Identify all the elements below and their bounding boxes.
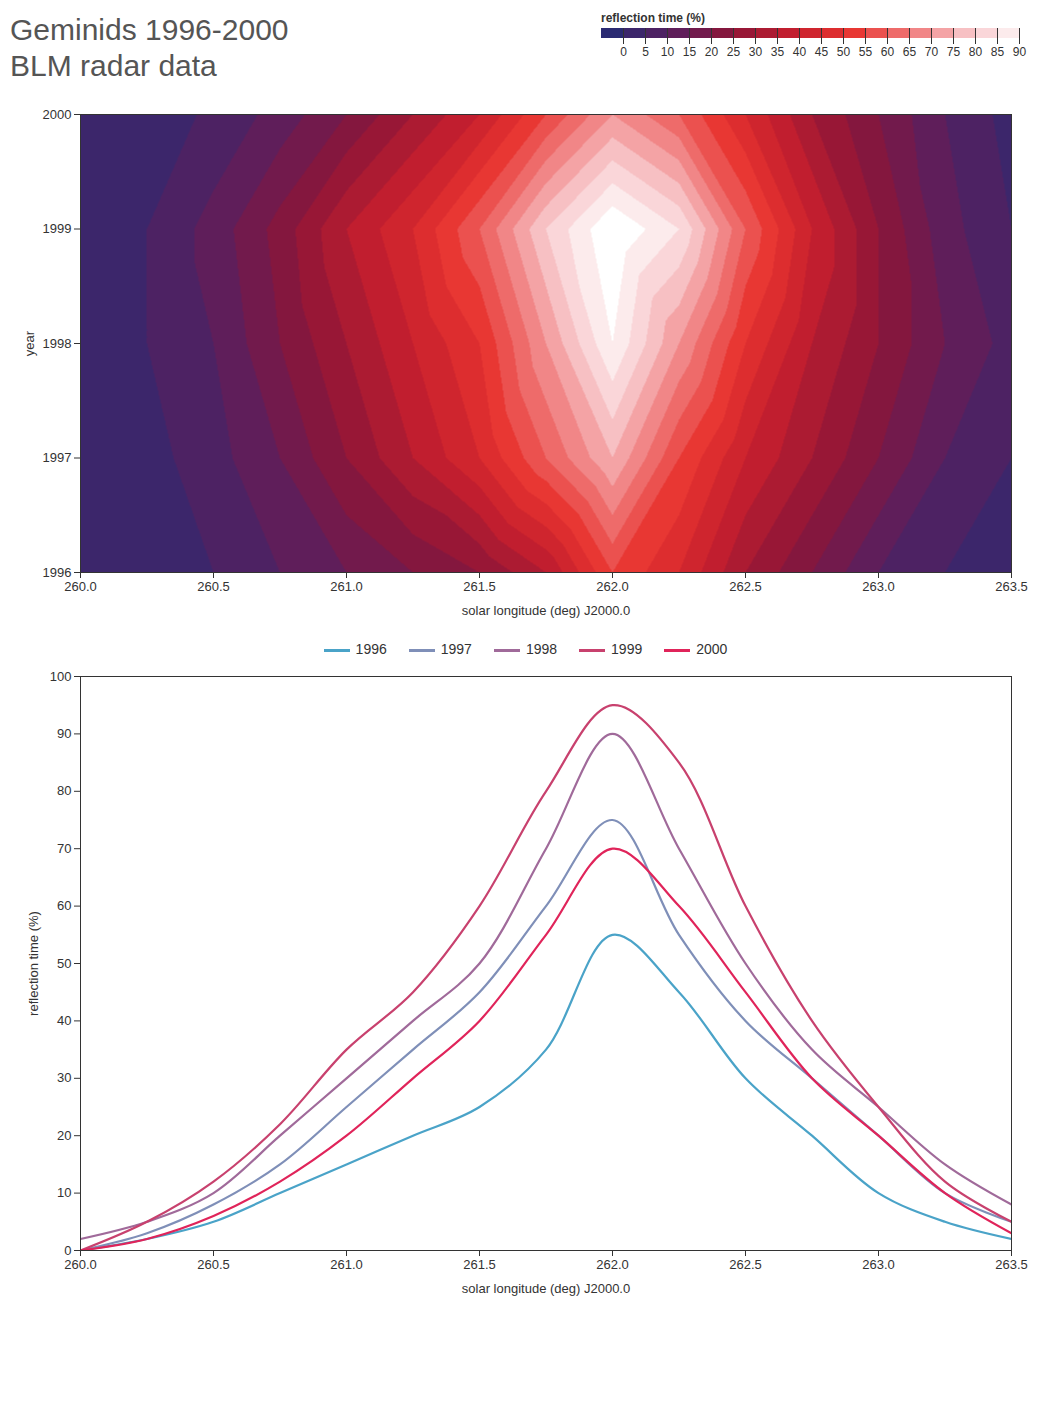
svg-text:2000: 2000	[43, 107, 72, 122]
svg-text:263.5: 263.5	[995, 1257, 1028, 1272]
svg-text:15: 15	[683, 45, 697, 59]
svg-text:262.0: 262.0	[596, 1257, 629, 1272]
svg-text:263.5: 263.5	[995, 579, 1028, 594]
svg-text:1998: 1998	[43, 336, 72, 351]
html-text:BLM radar data: BLM radar data	[10, 49, 217, 82]
svg-text:5: 5	[642, 45, 649, 59]
svg-text:solar longitude (deg) J2000.0: solar longitude (deg) J2000.0	[462, 603, 630, 618]
svg-text:263.0: 263.0	[862, 579, 895, 594]
svg-text:solar longitude (deg) J2000.0: solar longitude (deg) J2000.0	[462, 1281, 630, 1296]
svg-text:60: 60	[57, 898, 71, 913]
svg-text:262.5: 262.5	[729, 579, 762, 594]
svg-text:260.0: 260.0	[64, 579, 97, 594]
svg-text:260.5: 260.5	[197, 579, 230, 594]
html-text:Geminids 1996-2000: Geminids 1996-2000	[10, 13, 289, 46]
svg-text:100: 100	[50, 669, 72, 684]
svg-text:35: 35	[771, 45, 785, 59]
svg-text:260.0: 260.0	[64, 1257, 97, 1272]
svg-text:261.0: 261.0	[330, 579, 363, 594]
svg-text:10: 10	[57, 1185, 71, 1200]
svg-text:reflection time (%): reflection time (%)	[26, 911, 41, 1016]
svg-text:65: 65	[903, 45, 917, 59]
html-text:1998: 1998	[525, 641, 558, 657]
svg-text:20: 20	[57, 1128, 71, 1143]
svg-text:10: 10	[661, 45, 675, 59]
svg-text:year: year	[22, 330, 37, 356]
svg-text:1997: 1997	[43, 450, 72, 465]
html-text:1997: 1997	[440, 641, 472, 657]
svg-text:50: 50	[57, 956, 71, 971]
svg-text:262.0: 262.0	[596, 579, 629, 594]
svg-text:1996: 1996	[43, 565, 72, 580]
html-text:1996: 1996	[355, 641, 387, 657]
svg-text:40: 40	[793, 45, 807, 59]
svg-text:90: 90	[57, 726, 71, 741]
svg-text:60: 60	[881, 45, 895, 59]
svg-text:70: 70	[925, 45, 939, 59]
svg-text:80: 80	[57, 783, 71, 798]
svg-text:70: 70	[57, 841, 71, 856]
svg-text:25: 25	[727, 45, 741, 59]
svg-text:50: 50	[837, 45, 851, 59]
svg-text:0: 0	[64, 1243, 71, 1258]
svg-text:85: 85	[991, 45, 1005, 59]
svg-text:30: 30	[749, 45, 763, 59]
html-text:2000: 2000	[696, 641, 728, 657]
svg-text:30: 30	[57, 1070, 71, 1085]
svg-text:45: 45	[815, 45, 829, 59]
svg-text:0: 0	[620, 45, 627, 59]
svg-text:262.5: 262.5	[729, 1257, 762, 1272]
svg-text:260.5: 260.5	[197, 1257, 230, 1272]
svg-text:261.0: 261.0	[330, 1257, 363, 1272]
svg-text:80: 80	[969, 45, 983, 59]
svg-text:reflection time (%): reflection time (%)	[601, 11, 705, 25]
svg-text:90: 90	[1013, 45, 1027, 59]
svg-text:263.0: 263.0	[862, 1257, 895, 1272]
svg-text:75: 75	[947, 45, 961, 59]
svg-text:55: 55	[859, 45, 873, 59]
svg-text:261.5: 261.5	[463, 579, 496, 594]
html-text:1999: 1999	[611, 641, 643, 657]
svg-text:20: 20	[705, 45, 719, 59]
svg-text:40: 40	[57, 1013, 71, 1028]
svg-text:261.5: 261.5	[463, 1257, 496, 1272]
svg-text:1999: 1999	[43, 221, 72, 236]
